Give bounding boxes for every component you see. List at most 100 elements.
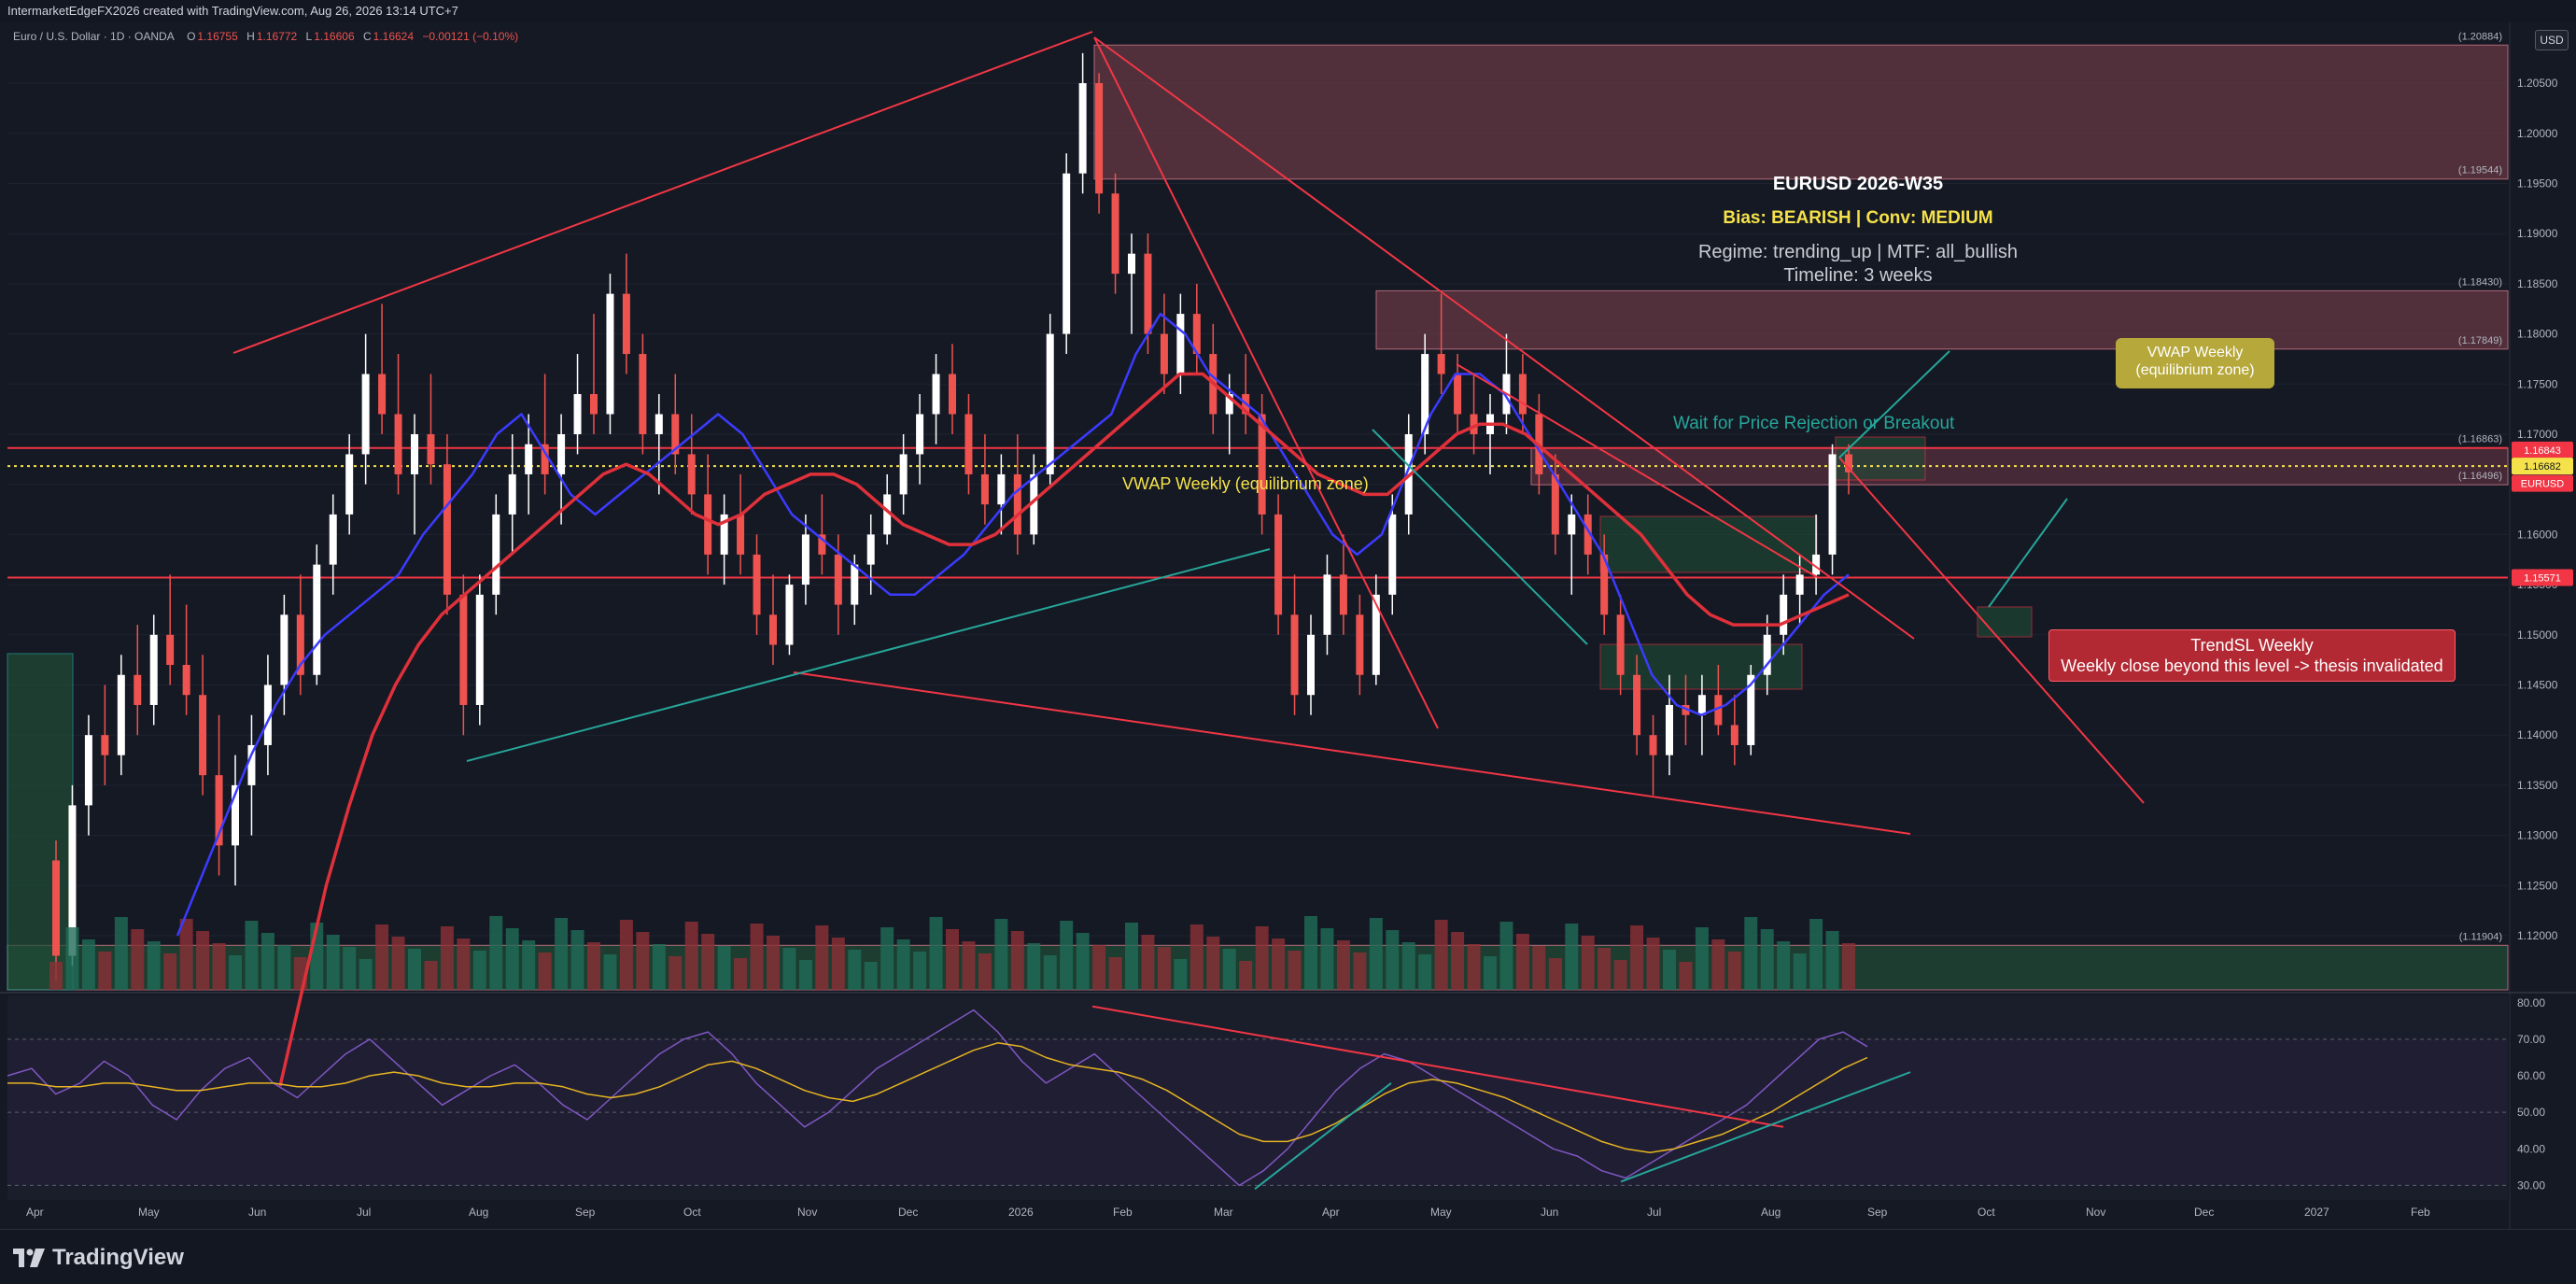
volume-bar [1695, 927, 1709, 990]
volume-bar [245, 921, 259, 990]
candle-body [1714, 695, 1723, 726]
volume-bar [1565, 924, 1579, 990]
volume-bar [555, 918, 569, 990]
volume-bar [408, 949, 421, 990]
date-tick-label: Sep [1867, 1206, 1888, 1219]
zone-price-tag: (1.17849) [2458, 335, 2502, 346]
candle-body [1356, 614, 1364, 675]
volume-bar [946, 929, 959, 990]
candle-body [704, 494, 712, 555]
volume-bar [1239, 961, 1253, 990]
volume-bar [1157, 947, 1171, 990]
price-tick-label: 1.17000 [2517, 428, 2558, 441]
volume-bar [815, 925, 829, 990]
candle-body [1176, 314, 1185, 374]
ema-fast-line [176, 312, 1850, 937]
candle-body [459, 594, 468, 705]
volume-bar [880, 927, 894, 990]
channel-bottom [793, 671, 1911, 835]
candle-body [753, 554, 761, 615]
candle-body [834, 554, 842, 605]
price-badge [2512, 569, 2573, 586]
volume-bar [1825, 931, 1839, 990]
date-tick-label: Mar [1214, 1206, 1233, 1219]
candle-body [232, 784, 239, 846]
tradingview-logo[interactable]: TradingView [13, 1245, 184, 1271]
candle-body [1649, 735, 1657, 755]
rsi-tick-label: 60.00 [2517, 1069, 2545, 1082]
ema-slow-line [278, 372, 1850, 1087]
candle-body [606, 293, 614, 415]
date-tick-label: Oct [1978, 1206, 1995, 1219]
volume-bar [1646, 938, 1660, 990]
volume-bar [1418, 954, 1432, 990]
change-value: −0.00121 (−0.10%) [422, 30, 519, 43]
candle-body [134, 674, 142, 705]
volume-bar [260, 933, 274, 990]
price-tick-label: 1.15000 [2517, 628, 2558, 642]
chart-canvas[interactable]: 1.20500 1.20000 1.19500 1.19000 1.18500 1.180… [0, 22, 2576, 1229]
volume-bar [1434, 920, 1448, 990]
candle-body [980, 473, 989, 505]
open-value: 1.16755 [197, 30, 238, 43]
date-tick-label: 2026 [1008, 1206, 1034, 1219]
volume-bar [913, 952, 927, 990]
low-label: L [305, 30, 313, 43]
date-tick-label: Dec [2194, 1206, 2214, 1219]
candle-body [785, 585, 794, 645]
candle-body [345, 454, 354, 515]
candle-body [622, 293, 630, 355]
volume-bar [669, 956, 683, 990]
descending-line-2 [1093, 36, 1439, 729]
candle-body [1697, 695, 1706, 715]
target-box-far [1977, 606, 2033, 638]
candle-body [199, 695, 207, 776]
volume-bar [1174, 959, 1188, 990]
volume-bar [49, 962, 63, 990]
wait-label: Wait for Price Rejection or Breakout [1673, 414, 1955, 433]
close-value: 1.16624 [373, 30, 415, 43]
volume-bar [570, 930, 584, 990]
volume-bar [1304, 916, 1317, 990]
volume-bar [1369, 918, 1383, 990]
symbol-name: Euro / U.S. Dollar · 1D · OANDA [13, 30, 175, 43]
price-badge-label: 1.16682 [2524, 461, 2561, 473]
candle-body [655, 414, 663, 434]
volume-bar [1548, 958, 1562, 990]
price-badge-label: EURUSD [2521, 479, 2565, 490]
trendsl-callout: TrendSL Weekly Weekly close beyond this … [2048, 629, 2456, 682]
date-tick-label: Apr [1322, 1206, 1340, 1219]
candle-body [1128, 253, 1135, 275]
candle-body [557, 433, 566, 474]
candle-body [720, 514, 728, 555]
candle-body [801, 534, 809, 586]
rsi-tick-label: 70.00 [2517, 1033, 2545, 1046]
volume-bar [1206, 937, 1220, 990]
date-tick-label: Jun [248, 1206, 266, 1219]
candle-body [52, 860, 60, 956]
volume-bar [1076, 933, 1090, 990]
volume-bar [864, 962, 878, 990]
volume-bar [1777, 941, 1791, 990]
volume-bar [1581, 936, 1595, 990]
currency-button[interactable]: USD [2535, 30, 2569, 50]
volume-bar [65, 927, 79, 990]
zone-price-tag: (1.18430) [2458, 276, 2502, 288]
candle-body [84, 735, 92, 806]
date-tick-label: 2027 [2304, 1206, 2330, 1219]
volume-bar [767, 936, 780, 990]
descending-teal [1372, 429, 1588, 645]
timeline-text: Timeline: 3 weeks [1783, 265, 1933, 286]
close-label: C [362, 30, 372, 43]
volume-bar [522, 940, 536, 990]
candle-body [949, 374, 956, 415]
candle-body [492, 514, 500, 595]
candle-body [1307, 634, 1315, 696]
volume-bar [179, 919, 193, 990]
demand-zone-recent-lower [1599, 643, 1803, 690]
price-tick-label: 1.18500 [2517, 277, 2558, 290]
candle-body [1518, 374, 1527, 415]
rsi-line [7, 1009, 1868, 1187]
candle-body [1063, 173, 1071, 334]
candle-body [1258, 414, 1266, 515]
